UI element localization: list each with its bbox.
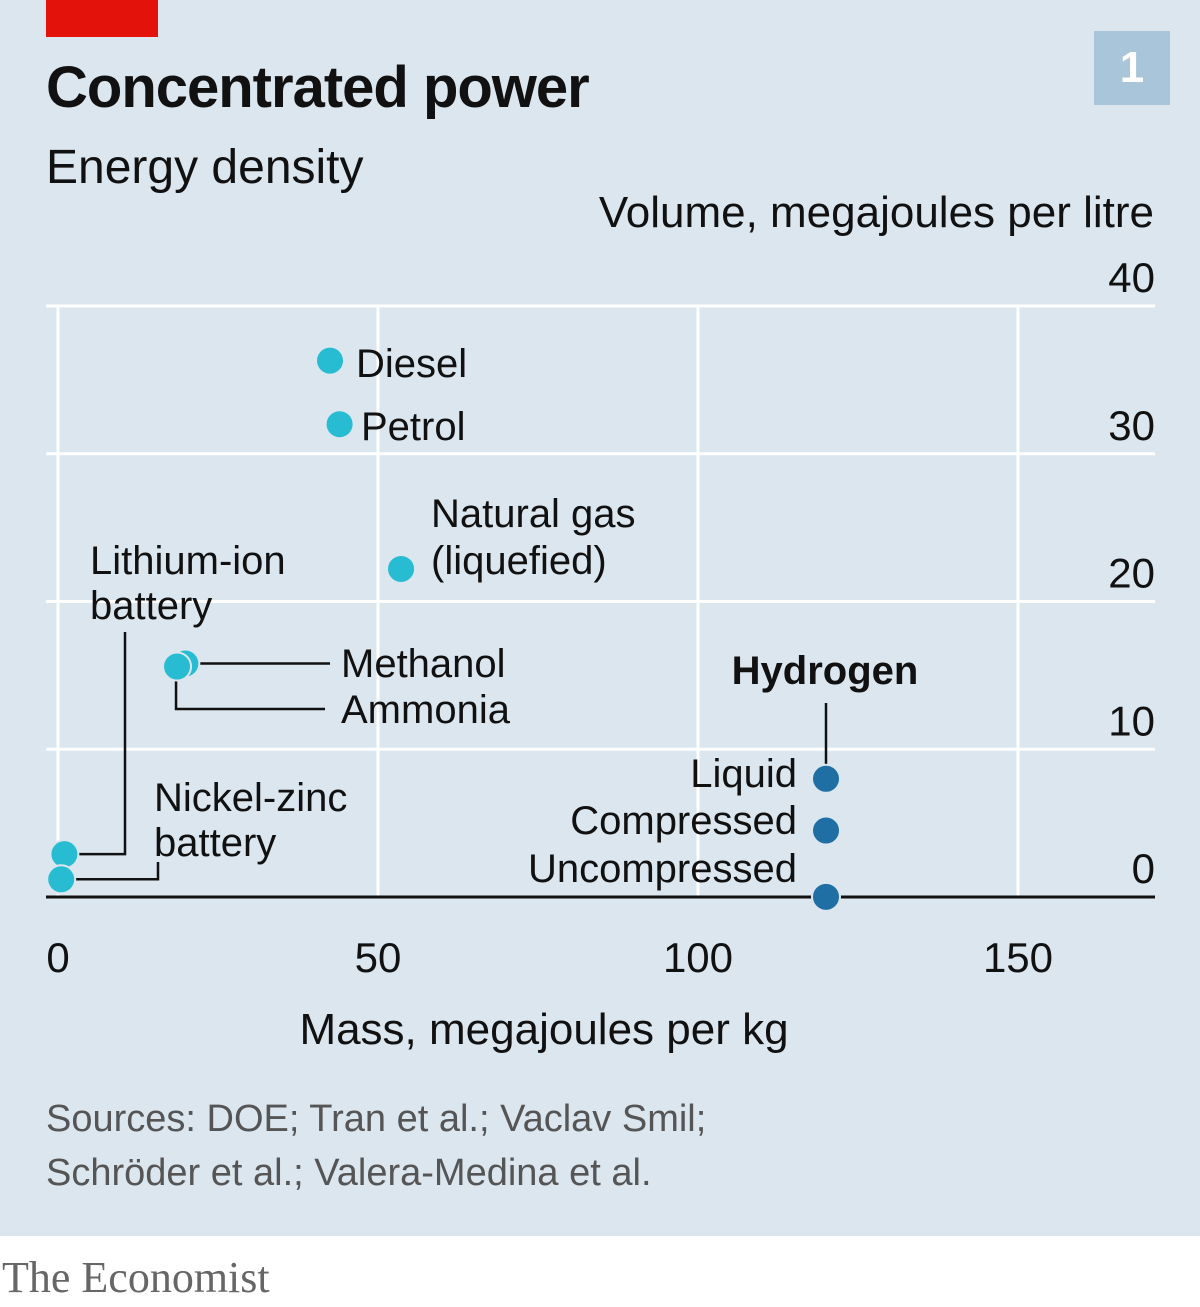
leader-line-ammonia <box>174 678 325 711</box>
x-tick-label: 100 <box>663 934 733 981</box>
y-tick-label: 30 <box>1108 402 1155 449</box>
point-label-nickel-zinc: Nickel-zinc <box>154 776 347 820</box>
x-tick-label: 0 <box>46 934 69 981</box>
data-point <box>811 815 841 846</box>
x-axis-label: Mass, megajoules per kg <box>299 1005 789 1054</box>
publisher-footer: The Economist <box>2 1253 270 1302</box>
data-point <box>386 553 417 584</box>
data-point <box>315 345 345 376</box>
leader-line-nickel-zinc <box>75 862 160 881</box>
point-label-compressed: Compressed <box>570 799 797 843</box>
point-label-natural-gas: (liquefied) <box>431 539 607 583</box>
data-point <box>162 651 193 682</box>
y-tick-label: 10 <box>1108 697 1155 744</box>
point-label-petrol: Petrol <box>361 405 466 449</box>
chart-number-badge: 1 <box>1094 31 1170 105</box>
point-label-methanol: Methanol <box>341 642 506 686</box>
leader-line-lithium-ion <box>78 632 127 856</box>
sources-note: Sources: DOE; Tran et al.; Vaclav Smil; … <box>46 1092 946 1200</box>
point-label-lithium-ion: battery <box>90 584 212 628</box>
brand-red-bar <box>46 0 158 37</box>
y-tick-label: 0 <box>1132 845 1155 892</box>
data-point <box>49 839 80 870</box>
chart-title: Concentrated power <box>46 55 590 120</box>
data-point <box>324 409 355 440</box>
point-label-natural-gas: Natural gas <box>431 492 636 536</box>
y-axis-label: Volume, megajoules per litre <box>598 188 1154 237</box>
sources-line-1: Sources: DOE; Tran et al.; Vaclav Smil; <box>46 1098 707 1140</box>
chart-panel <box>0 0 1200 1236</box>
chart-subtitle: Energy density <box>46 141 364 194</box>
y-tick-label: 40 <box>1108 254 1155 301</box>
x-tick-label: 150 <box>983 934 1053 981</box>
point-label-diesel: Diesel <box>356 342 467 386</box>
data-point <box>811 881 841 912</box>
point-label-liquid: Liquid <box>690 752 797 796</box>
y-tick-label: 20 <box>1108 550 1155 597</box>
point-label-lithium-ion: Lithium-ion <box>90 539 286 583</box>
x-tick-label: 50 <box>355 934 402 981</box>
point-label-ammonia: Ammonia <box>341 688 511 732</box>
point-label-uncompressed: Uncompressed <box>528 847 797 891</box>
data-point <box>46 864 77 895</box>
data-point <box>811 763 841 794</box>
sources-line-2: Schröder et al.; Valera-Medina et al. <box>46 1152 652 1194</box>
hydrogen-group-label: Hydrogen <box>732 649 919 693</box>
point-label-nickel-zinc: battery <box>154 821 276 865</box>
scatter-chart: 0 10 20 30 40 0 50 100 150 Diesel Petrol Natural ga… <box>46 254 1155 981</box>
